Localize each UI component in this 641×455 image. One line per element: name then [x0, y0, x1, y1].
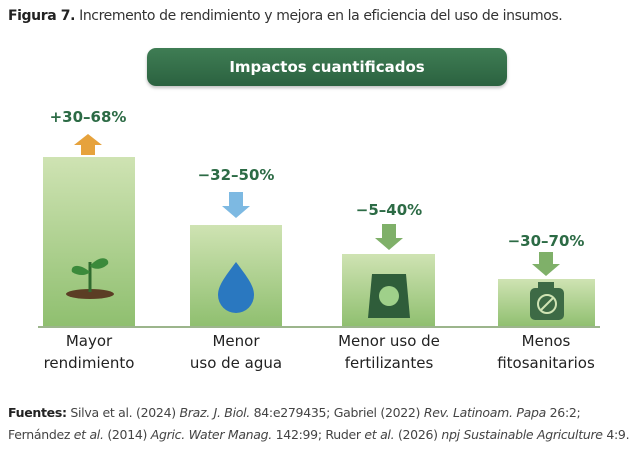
src-text: Fernández — [8, 427, 74, 442]
pesticide-icon — [530, 282, 564, 320]
plant-icon — [66, 258, 114, 299]
item-label: Menos fitosanitarios — [461, 330, 631, 374]
sources-label: Fuentes: — [8, 405, 67, 420]
label-line: Menor — [212, 332, 260, 350]
label-line: uso de agua — [189, 354, 283, 372]
sources-line: Fuentes: Silva et al. (2024) Braz. J. Bi… — [8, 402, 629, 424]
src-journal: Agric. Water Manag. — [150, 427, 273, 442]
label-line: fitosanitarios — [497, 354, 595, 372]
caption: Figura 7. Incremento de rendimiento y me… — [8, 8, 563, 24]
range-label: +30–68% — [49, 108, 127, 126]
range-label: −5–40% — [355, 201, 423, 219]
item-label: Menor uso de agua — [151, 330, 321, 374]
label-line: Menos — [521, 332, 571, 350]
water-icon — [218, 262, 254, 313]
src-text: 84:e279435; Gabriel (2022) — [249, 405, 424, 420]
src-text: 26:2; — [545, 405, 581, 420]
src-text: (2026) — [394, 427, 442, 442]
src-text: 4:9. — [602, 427, 630, 442]
sources: Fuentes: Silva et al. (2024) Braz. J. Bi… — [8, 402, 630, 446]
caption-text: Incremento de rendimiento y mejora en la… — [75, 8, 563, 24]
src-text: (2014) — [103, 427, 151, 442]
src-etal: et al. — [364, 427, 395, 442]
arrow-down — [222, 192, 250, 218]
label-line: Mayor — [65, 332, 113, 350]
arrow-down — [375, 224, 403, 250]
arrow-up — [74, 134, 102, 155]
src-text: 142:99; Ruder — [271, 427, 365, 442]
src-etal: et al. — [73, 427, 104, 442]
label-line: Menor uso de — [338, 332, 440, 350]
arrow-down — [532, 252, 560, 276]
label-line: fertilizantes — [344, 354, 434, 372]
caption-label: Figura 7. — [8, 8, 76, 24]
range-label: −32–50% — [197, 166, 275, 184]
item-label: Mayor rendimiento — [4, 330, 174, 374]
item-label: Menor uso de fertilizantes — [304, 330, 474, 374]
range-label: −30–70% — [507, 232, 585, 250]
src-journal: npj Sustainable Agriculture — [441, 427, 603, 442]
label-line: rendimiento — [43, 354, 135, 372]
src-journal: Rev. Latinoam. Papa — [423, 405, 546, 420]
banner: Impactos cuantificados — [147, 48, 507, 86]
sources-line: Fernández et al. (2014) Agric. Water Man… — [8, 424, 630, 446]
src-text: Silva et al. (2024) — [70, 405, 180, 420]
fertilizer-icon — [368, 274, 410, 318]
src-journal: Braz. J. Biol. — [179, 405, 250, 420]
bar — [43, 157, 135, 327]
